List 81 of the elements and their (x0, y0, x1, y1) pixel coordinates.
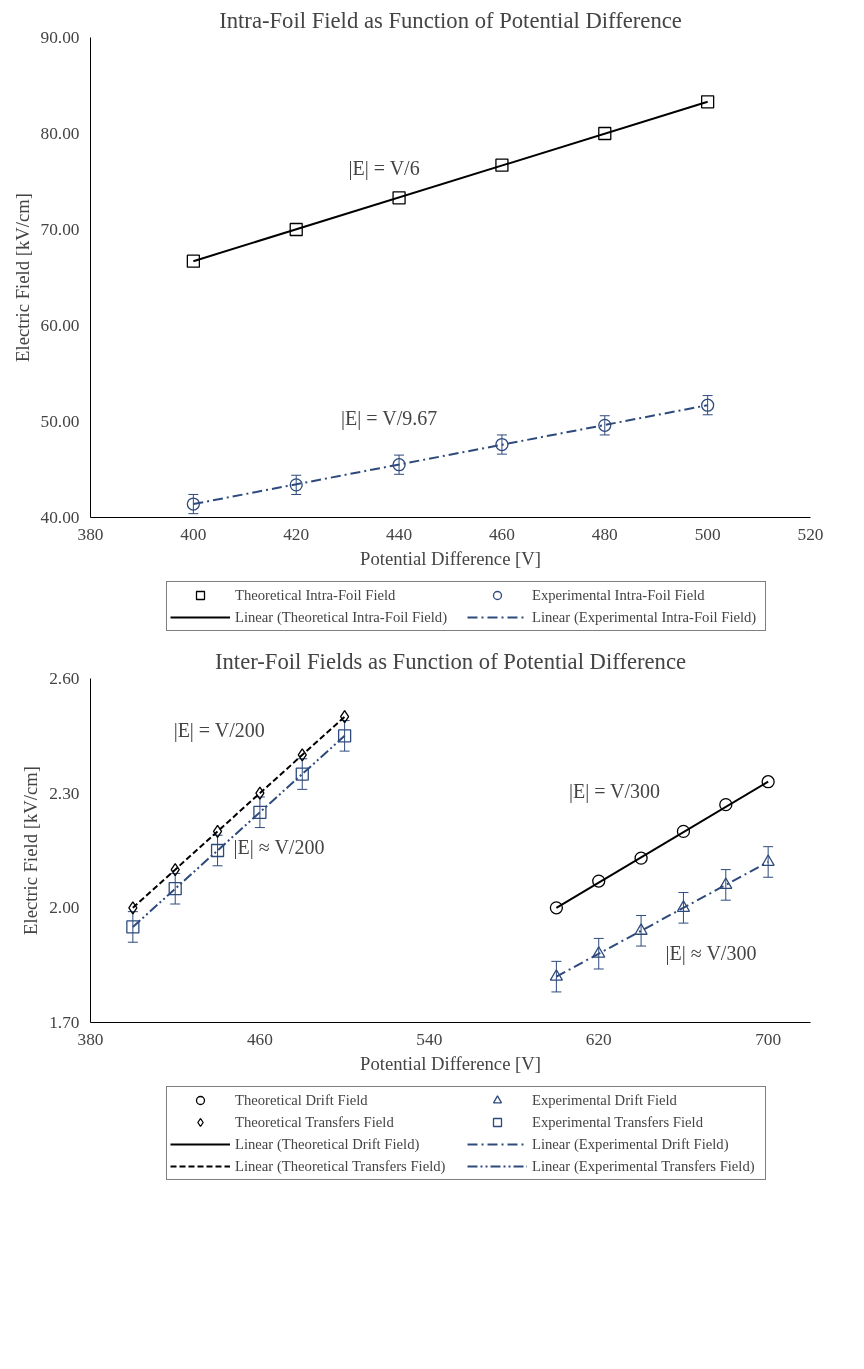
legend-label: Theoretical Intra-Foil Field (235, 585, 397, 605)
point (128, 901, 138, 915)
point (761, 854, 775, 867)
legend-label: Theoretical Transfers Field (235, 1112, 395, 1132)
point (700, 398, 715, 412)
point (186, 497, 201, 511)
legend-label: Experimental Drift Field (532, 1090, 678, 1110)
x-tick-label: 480 (591, 524, 618, 544)
annotation: |E| = V/9.67 (341, 407, 438, 431)
legend-label: Linear (Theoretical Drift Field) (235, 1134, 421, 1154)
chart-title: Intra-Foil Field as Function of Potential Difference (219, 7, 682, 33)
legend-label: Linear (Experimental Drift Field) (532, 1134, 730, 1154)
point (255, 786, 265, 800)
point (634, 851, 648, 865)
legend-label: Linear (Theoretical Transfers Field) (235, 1156, 447, 1176)
y-axis-title: Electric Field [kV/cm] (20, 766, 42, 935)
y-tick-label: 80.00 (40, 124, 80, 143)
point (186, 254, 201, 268)
point (495, 158, 509, 172)
y-tick-label: 2.60 (49, 669, 80, 688)
point (253, 805, 267, 819)
point (634, 923, 648, 935)
point (168, 882, 182, 896)
y-axis-title: Electric Field [kV/cm] (11, 193, 33, 362)
point (297, 748, 307, 762)
point (295, 767, 309, 781)
point (700, 95, 715, 109)
point (392, 458, 406, 472)
point (212, 824, 223, 839)
x-tick-label: 380 (77, 1029, 104, 1049)
point (549, 901, 564, 915)
y-tick-label: 2.30 (49, 783, 80, 803)
y-tick-label: 90.00 (40, 28, 80, 47)
x-tick-label: 440 (386, 524, 413, 544)
point (592, 946, 606, 958)
x-tick-label: 380 (77, 524, 104, 544)
annotation: |E| = V/300 (568, 779, 661, 803)
legend-label: Theoretical Drift Field (235, 1090, 369, 1110)
point (339, 710, 350, 724)
point (676, 900, 691, 912)
x-tick-label: 540 (416, 1029, 443, 1049)
y-tick-label: 60.00 (40, 316, 80, 335)
x-tick-label: 520 (797, 524, 824, 544)
legend-label: Linear (Theoretical Intra-Foil Field) (235, 607, 449, 627)
annotation: |E| ≈ V/200 (233, 836, 325, 860)
legend-label: Linear (Experimental Transfers Field) (532, 1156, 756, 1176)
point (126, 920, 140, 934)
y-tick-label: 1.70 (49, 1013, 80, 1032)
annotation: |E| ≈ V/300 (665, 942, 757, 966)
point (289, 222, 303, 237)
x-tick-label: 420 (283, 524, 310, 544)
chart-title: Inter-Foil Fields as Function of Potential Difference (214, 648, 687, 674)
x-tick-label: 620 (585, 1029, 612, 1049)
annotation: |E| = V/6 (348, 156, 420, 180)
point (592, 874, 606, 888)
point (210, 843, 225, 858)
point (676, 824, 691, 839)
x-axis-title: Potential Difference [V] (360, 1052, 541, 1074)
point (598, 126, 612, 141)
legend-label: Linear (Experimental Intra-Foil Field) (532, 607, 758, 627)
point (761, 775, 775, 789)
y-tick-label: 70.00 (40, 220, 80, 239)
x-tick-label: 700 (755, 1029, 782, 1049)
point (549, 969, 564, 981)
point (392, 191, 406, 205)
y-tick-label: 2.00 (49, 898, 80, 918)
point (719, 877, 733, 890)
point (719, 798, 733, 812)
point (598, 418, 612, 432)
y-tick-label: 40.00 (40, 508, 80, 527)
x-axis-title: Potential Difference [V] (360, 547, 541, 569)
point (337, 729, 352, 743)
x-tick-label: 460 (246, 1029, 273, 1049)
x-tick-label: 500 (694, 524, 721, 544)
point (289, 478, 303, 492)
annotation: |E| = V/200 (173, 719, 265, 743)
x-tick-label: 460 (488, 524, 515, 544)
x-tick-label: 400 (180, 524, 207, 544)
y-tick-label: 50.00 (40, 412, 80, 431)
legend-label: Experimental Transfers Field (532, 1112, 704, 1132)
legend-label: Experimental Intra-Foil Field (532, 585, 706, 605)
